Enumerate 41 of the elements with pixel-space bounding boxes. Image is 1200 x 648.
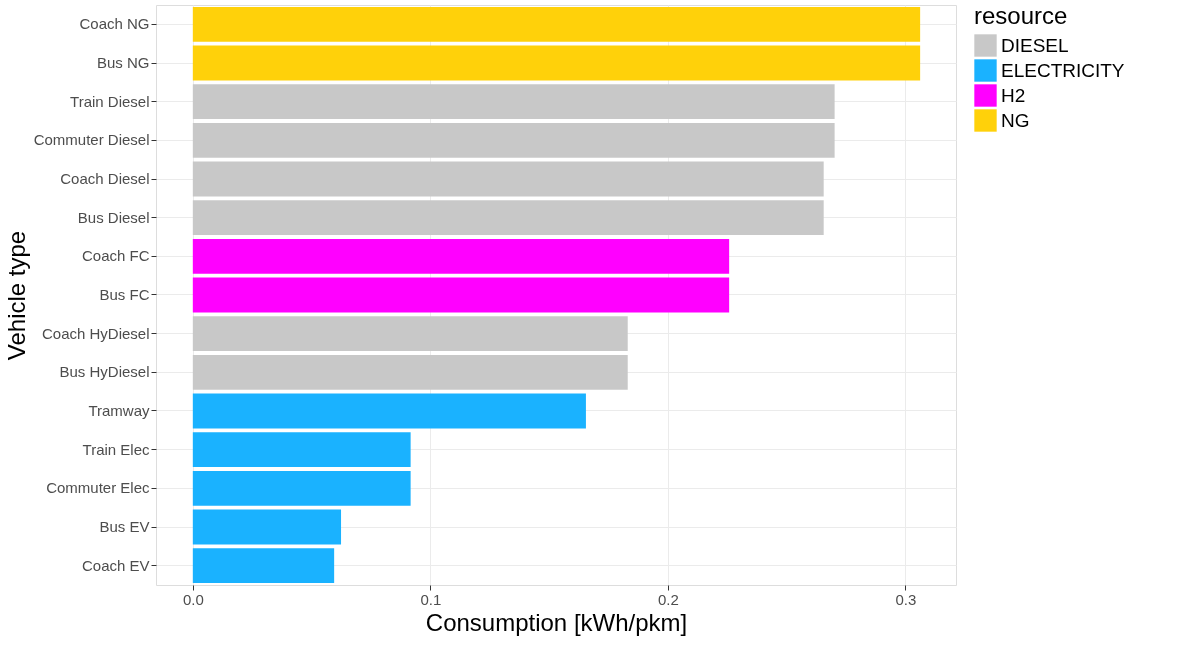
bar: [192, 509, 342, 545]
y-tick-label: Bus FC: [99, 286, 150, 303]
bar: [192, 45, 921, 81]
bar: [192, 354, 628, 390]
x-tick-label: 0.2: [657, 590, 679, 608]
bar: [192, 393, 586, 429]
bar: [192, 161, 824, 197]
y-tick-label: Bus EV: [99, 518, 150, 535]
y-tick-label: Commuter Elec: [46, 479, 150, 497]
legend-label: ELECTRICITY: [1001, 59, 1125, 81]
x-tick-label: 0.0: [182, 590, 204, 608]
legend-label: DIESEL: [1001, 34, 1069, 56]
y-tick-label: Coach HyDiesel: [41, 324, 150, 342]
bar: [192, 122, 835, 158]
x-tick-label: 0.1: [420, 590, 442, 608]
y-tick-label: Coach EV: [81, 556, 150, 574]
y-axis-title: Vehicle type: [2, 230, 30, 361]
y-tick-label: Coach Diesel: [60, 170, 150, 187]
bar: [192, 316, 628, 352]
bar: [192, 200, 824, 236]
y-tick-label: Coach FC: [81, 247, 150, 265]
legend-label: NG: [1001, 109, 1030, 131]
y-tick-label: Tramway: [88, 402, 150, 419]
y-tick-label: Train Elec: [82, 440, 150, 458]
bar: [192, 238, 730, 274]
y-tick-label: Bus NG: [96, 54, 150, 71]
y-tick-label: Commuter Diesel: [33, 131, 150, 149]
legend-title: resource: [974, 2, 1068, 29]
bar: [192, 277, 730, 313]
legend-label: H2: [1001, 84, 1026, 106]
bar: [192, 548, 335, 584]
x-axis-title: Consumption [kWh/pkm]: [425, 608, 688, 636]
bar: [192, 470, 411, 506]
bar: [192, 6, 921, 42]
y-tick-label: Bus Diesel: [77, 208, 150, 226]
y-tick-label: Train Diesel: [70, 92, 150, 110]
y-tick-label: Bus HyDiesel: [59, 363, 150, 381]
bar: [192, 84, 835, 120]
x-tick-label: 0.3: [895, 590, 917, 608]
y-tick-label: Coach NG: [79, 15, 150, 33]
bar: [192, 432, 411, 468]
